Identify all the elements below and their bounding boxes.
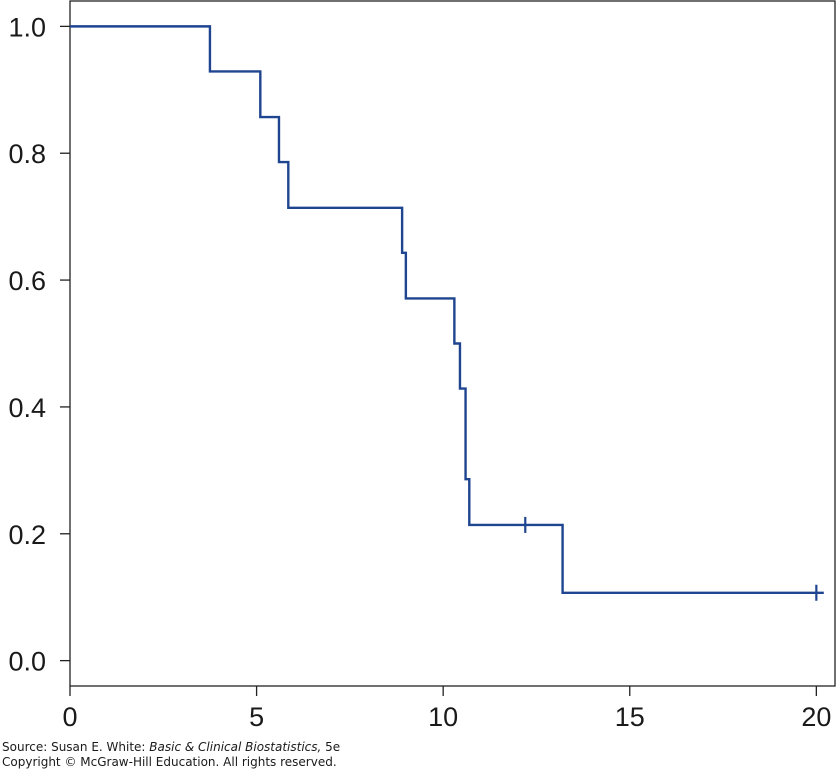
survival-curve — [70, 25, 824, 594]
source-book: Basic & Clinical Biostatistics, — [149, 740, 322, 754]
x-tick-label: 10 — [428, 702, 458, 732]
x-tick-label: 5 — [249, 702, 264, 732]
x-tick-label: 0 — [62, 702, 77, 732]
series-group — [70, 25, 824, 594]
plot-frame — [69, 0, 836, 687]
y-tick-label: 1.0 — [8, 12, 46, 42]
x-tick-label: 15 — [615, 702, 645, 732]
y-tick-label: 0.8 — [8, 139, 46, 169]
source-edition: 5e — [321, 740, 341, 754]
copyright-line: Copyright © McGraw-Hill Education. All r… — [2, 755, 337, 769]
y-tick-label: 0.0 — [8, 647, 46, 677]
source-line: Source: Susan E. White: Basic & Clinical… — [2, 740, 340, 755]
survival-chart: 0.0 0.2 0.4 0.6 0.8 1.0 0 5 10 15 20 — [8, 0, 836, 732]
source-prefix: Source: Susan E. White: — [2, 740, 150, 754]
y-tick-label: 0.2 — [8, 520, 46, 550]
x-tick-label: 20 — [801, 702, 831, 732]
x-axis: 0 5 10 15 20 — [62, 686, 831, 732]
y-tick-label: 0.6 — [8, 266, 46, 296]
y-tick-label: 0.4 — [8, 393, 46, 423]
y-axis: 0.0 0.2 0.4 0.6 0.8 1.0 — [8, 12, 70, 677]
source-note: Source: Susan E. White: Basic & Clinical… — [2, 740, 340, 770]
censor-marks — [524, 516, 818, 601]
